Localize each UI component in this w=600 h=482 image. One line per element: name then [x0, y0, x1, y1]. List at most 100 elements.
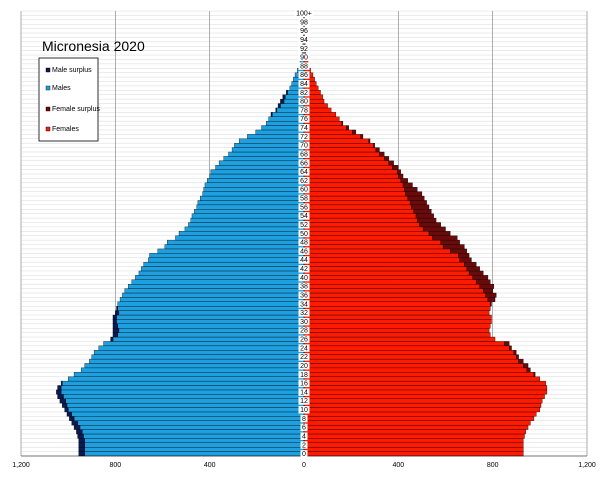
bar-male-surplus [116, 306, 118, 311]
x-tick-label: 400 [204, 462, 216, 469]
bar-male [116, 314, 305, 320]
bar-female-surplus [415, 213, 434, 219]
bar-male-surplus [270, 112, 273, 117]
age-label-bg [298, 212, 310, 220]
bar-female-surplus [411, 204, 430, 210]
bar-male [73, 416, 305, 421]
age-tick-label: 32 [300, 310, 308, 317]
bars [56, 10, 548, 457]
bar-female [303, 266, 467, 272]
bar-male [77, 420, 305, 426]
age-label-bg [298, 97, 310, 106]
bar-female-surplus [346, 125, 349, 131]
bar-male [62, 380, 305, 386]
bar-male [84, 451, 305, 457]
bar-female [303, 270, 470, 276]
bar-male [83, 433, 305, 439]
bar-male [60, 385, 305, 391]
age-label-bg [298, 344, 310, 352]
age-tick-label: 6 [302, 425, 306, 432]
bar-female-surplus [352, 129, 357, 135]
bar-female [303, 253, 459, 258]
bar-male [266, 120, 305, 126]
age-tick-label: 42 [300, 266, 308, 273]
age-tick-label: 78 [300, 107, 308, 114]
bar-female [303, 407, 541, 413]
bar-female [303, 363, 524, 369]
bar-female [303, 424, 529, 430]
bar-female [303, 129, 353, 135]
axes: 1,200 800 400 0 400 800 1,20002468101214161820… [12, 9, 596, 469]
bar-female-surplus [400, 178, 408, 184]
age-tick-label: 66 [300, 160, 308, 167]
bar-female [303, 134, 361, 139]
bar-male [215, 165, 305, 170]
age-tick-label: 20 [300, 363, 308, 370]
age-label-bg [298, 397, 310, 405]
age-label-bg [298, 159, 310, 167]
age-label-bg [298, 300, 310, 308]
legend-swatch [45, 126, 51, 132]
age-label-bg [298, 53, 310, 62]
legend-swatch [45, 85, 51, 91]
bar-male-surplus [60, 380, 63, 386]
bar-female [303, 385, 548, 391]
age-label-bg [298, 291, 310, 299]
bar-female [303, 261, 465, 267]
age-tick-label: 92 [300, 46, 308, 53]
age-tick-label: 90 [300, 55, 308, 62]
bar-female-surplus [392, 165, 399, 170]
bar-female [303, 451, 524, 457]
bar-female [303, 283, 480, 289]
age-label-bg [298, 141, 310, 150]
bar-female-surplus [409, 200, 427, 206]
bar-male [66, 402, 305, 408]
bar-female [303, 231, 430, 236]
bar-female-surplus [360, 134, 364, 139]
bar-female [303, 306, 491, 311]
bar-male [194, 209, 305, 214]
bar-female-surplus [384, 156, 390, 161]
bar-male [148, 257, 305, 263]
bar-male-surplus [277, 103, 281, 109]
bar-female [303, 143, 374, 148]
bar-female-surplus [513, 350, 517, 355]
bar-female [303, 350, 515, 355]
bar-male [84, 363, 305, 369]
bar-male-surplus [73, 424, 81, 430]
x-tick-label: 800 [109, 462, 121, 469]
age-tick-label: 14 [300, 389, 308, 396]
bar-female-surplus [432, 235, 458, 241]
age-tick-label: 12 [300, 398, 308, 405]
bar-female [303, 288, 484, 294]
bar-female-surplus [402, 182, 413, 188]
bar-male-surplus [286, 90, 288, 95]
bar-male-surplus [112, 328, 120, 333]
age-tick-label: 74 [300, 125, 308, 132]
bar-female [303, 151, 380, 157]
x-tick-label: 800 [487, 462, 499, 469]
bar-female-surplus [442, 244, 465, 250]
bar-male [82, 429, 305, 435]
bar-female [303, 279, 477, 285]
bar-male [204, 182, 305, 188]
legend-label: Female surplus [52, 106, 100, 113]
age-tick-label: 80 [300, 99, 308, 106]
age-tick-label: 46 [300, 248, 308, 255]
bar-female-surplus [440, 239, 460, 245]
age-label-bg [300, 441, 308, 449]
bar-female [303, 209, 414, 214]
bar-female-surplus [422, 226, 446, 232]
bar-male [89, 358, 305, 364]
bar-female [303, 120, 342, 126]
bar-female [303, 367, 528, 373]
bar-female-surplus [341, 120, 344, 126]
age-label-bg [298, 353, 310, 361]
age-label-bg [298, 388, 310, 396]
bar-female [303, 429, 526, 435]
bar-female-surplus [398, 173, 404, 179]
age-label-bg [298, 185, 310, 194]
bar-male [184, 226, 305, 232]
bar-female-surplus [483, 288, 493, 294]
bar-female [303, 160, 390, 166]
